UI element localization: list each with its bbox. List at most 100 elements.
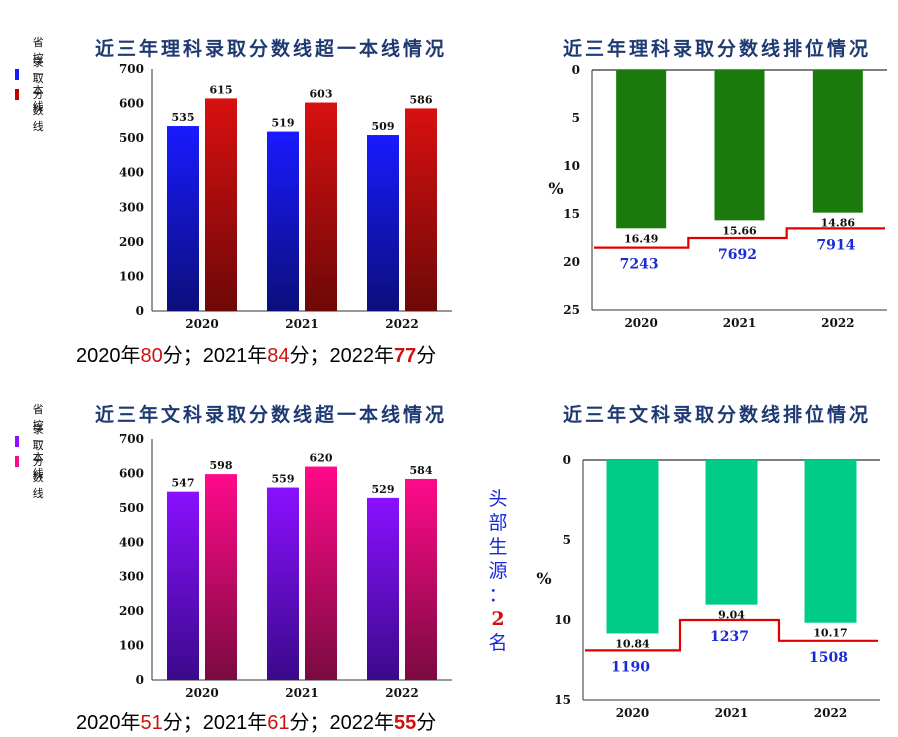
rank-label: 1237: [710, 629, 749, 645]
bar: [606, 460, 659, 634]
y-tick-label: 400: [119, 535, 144, 549]
x-tick-label: 2022: [821, 316, 854, 330]
y-tick-label: 0: [563, 453, 571, 467]
rank-label: 7243: [620, 257, 659, 273]
summary-gap-2022: 77: [394, 345, 417, 367]
legend-item-provincial-line: 省控一本线: [15, 403, 51, 480]
data-label: 10.17: [813, 627, 847, 640]
data-label: 529: [372, 483, 395, 496]
summary-text: 2020年: [76, 345, 141, 367]
data-label: 16.49: [624, 232, 658, 245]
bar: [812, 70, 863, 213]
y-tick-label: 10: [554, 613, 571, 627]
bar: [405, 478, 437, 680]
rank-label: 7914: [816, 237, 855, 253]
note-char: 名: [488, 632, 508, 654]
x-tick-label: 2020: [185, 317, 218, 331]
x-tick-label: 2022: [385, 317, 418, 331]
data-label: 14.86: [821, 217, 856, 230]
rank-label: 7692: [718, 247, 757, 263]
y-tick-label: 700: [119, 62, 144, 76]
bar: [405, 108, 437, 311]
data-label: 603: [310, 88, 333, 101]
bar: [705, 460, 758, 605]
data-label: 586: [410, 93, 433, 106]
y-tick-label: 5: [572, 111, 580, 125]
bar: [267, 487, 299, 680]
y-axis-label: %: [536, 569, 551, 588]
y-tick-label: 10: [563, 159, 580, 173]
data-label: 559: [272, 473, 295, 486]
y-tick-label: 15: [554, 693, 571, 707]
y-tick-label: 200: [119, 235, 144, 249]
data-label: 547: [172, 477, 195, 490]
data-label: 535: [172, 111, 195, 124]
rank-label: 1190: [611, 659, 650, 675]
legend-label: 省控一本线: [32, 403, 44, 480]
legend-item-admission-line: 录取分数线: [15, 56, 51, 133]
y-tick-label: 600: [119, 466, 144, 480]
chart-title: 近三年文科录取分数线排位情况: [563, 404, 872, 426]
legend-label: 录取分数线: [32, 423, 44, 500]
data-label: 509: [372, 120, 395, 133]
summary-text: 分；2022年: [289, 345, 395, 367]
y-tick-label: 300: [119, 570, 144, 584]
summary-text: 分；2022年: [289, 712, 395, 734]
x-tick-label: 2021: [715, 706, 748, 720]
bar: [267, 131, 299, 311]
chart-legend: 省控一本线 录取分数线: [15, 36, 51, 133]
note-char: ：: [488, 584, 508, 606]
legend-swatch: [15, 455, 19, 467]
bar: [616, 70, 667, 229]
legend-swatch: [15, 435, 19, 447]
y-axis-label: %: [548, 179, 563, 198]
top-students-note: 头 部 生 源 ： 2 名: [487, 487, 509, 655]
legend-swatch: [15, 68, 19, 80]
y-tick-label: 25: [563, 303, 580, 317]
chart-title: 近三年文科录取分数线超一本线情况: [95, 404, 448, 426]
data-label: 15.66: [722, 224, 757, 237]
y-tick-label: 15: [563, 207, 580, 221]
legend-item-provincial-line: 省控一本线: [15, 36, 51, 113]
bar: [367, 135, 399, 311]
y-tick-label: 500: [119, 501, 144, 515]
y-tick-label: 20: [563, 255, 580, 269]
bar: [305, 102, 337, 311]
bar: [367, 497, 399, 680]
y-tick-label: 0: [136, 673, 144, 687]
summary-text: 分；2021年: [162, 345, 268, 367]
data-label: 9.04: [718, 609, 745, 622]
data-label: 519: [272, 117, 295, 130]
y-tick-label: 500: [119, 131, 144, 145]
x-tick-label: 2021: [723, 316, 756, 330]
legend-label: 录取分数线: [32, 56, 44, 133]
y-tick-label: 400: [119, 166, 144, 180]
rank-step-line: [594, 227, 885, 249]
bar: [167, 126, 199, 312]
bar: [205, 474, 237, 680]
y-tick-label: 5: [563, 533, 571, 547]
summary-gap-2020: 51: [140, 712, 163, 734]
y-tick-label: 300: [119, 200, 144, 214]
score-gap-summary: 2020年80分；2021年84分；2022年77分: [76, 339, 436, 368]
bar: [714, 70, 765, 221]
note-char: 生: [488, 536, 508, 558]
note-char: 头: [488, 488, 508, 510]
note-char: 源: [488, 560, 508, 582]
x-tick-label: 2020: [616, 706, 649, 720]
data-label: 10.84: [615, 637, 650, 650]
data-label: 615: [210, 83, 233, 96]
chart-title: 近三年理科录取分数线超一本线情况: [95, 38, 448, 60]
note-count: 2: [491, 608, 505, 630]
rank-label: 1508: [809, 650, 848, 666]
bar: [804, 460, 857, 623]
summary-text: 分；2021年: [162, 712, 268, 734]
y-tick-label: 0: [572, 63, 580, 77]
summary-text: 2020年: [76, 712, 141, 734]
y-tick-label: 0: [136, 304, 144, 318]
y-tick-label: 700: [119, 432, 144, 446]
